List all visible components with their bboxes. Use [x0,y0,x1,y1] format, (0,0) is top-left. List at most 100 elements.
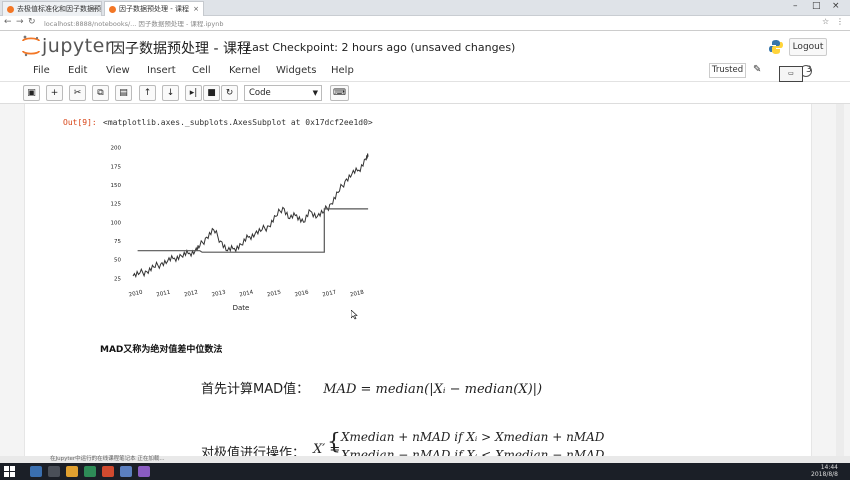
status-strip: 在Jupyter中运行的在线课程笔记本 正在加载... [0,456,850,463]
y-tick-label: 150 [111,183,122,189]
trusted-indicator[interactable]: Trusted [709,63,746,78]
jupyter-logo-text[interactable]: jupyter [42,35,114,57]
page-scrollbar[interactable] [836,104,844,456]
x-tick-label: 2011 [156,290,171,299]
chrome-icon[interactable] [102,466,114,477]
jupyter-favicon-icon [7,6,14,13]
x-tick-label: 2014 [239,290,254,299]
app-icon[interactable] [138,466,150,477]
y-tick-label: 125 [111,202,122,208]
checkpoint-status: Last Checkpoint: 2 hours ago (unsaved ch… [246,41,516,54]
maximize-icon[interactable]: □ [812,1,821,11]
y-tick-label: 75 [114,239,121,245]
jupyter-header: jupyter 因子数据预处理 - 课程 Last Checkpoint: 2 … [0,31,850,61]
x-axis: 2010 2011 2012 2013 2014 2015 2016 2017 2018 [128,290,365,299]
jupyter-logo-icon[interactable] [22,35,40,57]
median-series-line [137,208,369,253]
browser-tab-label: 因子数据预处理 - 课程 [119,5,189,13]
cell-type-select[interactable]: Code ▼ [244,85,322,101]
browser-tab-course[interactable]: 因子数据预处理 - 课程 × [104,1,204,16]
reload-icon[interactable]: ↻ [28,17,36,27]
screen-capture-overlay-icon: ▭ [779,66,803,82]
star-icon[interactable]: ☆ [822,17,830,26]
mad-formula-block: 首先计算MAD值： MAD = median(|Xᵢ − median(X)|) [201,378,542,397]
cell-type-value: Code [249,88,271,98]
menu-file[interactable]: File [33,65,50,76]
chevron-down-icon: ▼ [312,89,318,97]
close-window-icon[interactable]: × [832,1,840,11]
keyboard-icon[interactable]: ⌨ [330,85,349,101]
copy-icon[interactable]: ⧉ [92,85,109,101]
clip-formula-lhs: X′ = [313,442,341,456]
clip-formula-case-lower: Xmedian − nMAD if Xᵢ < Xmedian − nMAD [341,448,605,456]
python-logo-icon [769,40,783,54]
paste-icon[interactable]: ▤ [115,85,132,101]
browser-tab-courseware[interactable]: 去极值标准化和因子数据预处理_课件 × [2,1,102,16]
menu-kernel[interactable]: Kernel [229,65,261,76]
step1-label: 首先计算MAD值： [201,382,310,397]
task-view-icon[interactable] [48,466,60,477]
search-icon[interactable] [30,466,42,477]
notebook-area: Out[9]: <matplotlib.axes._subplots.AxesS… [24,104,812,456]
browser-tab-label: 去极值标准化和因子数据预处理_课件 [17,5,101,13]
menu-edit[interactable]: Edit [68,65,88,76]
app-icon[interactable] [84,466,96,477]
down-arrow-icon[interactable]: ↓ [162,85,179,101]
x-tick-label: 2017 [322,290,337,299]
save-icon[interactable]: ▣ [23,85,40,101]
menu-help[interactable]: Help [331,65,354,76]
brace-glyph: { [327,430,341,455]
menubar: File Edit View Insert Cell Kernel Widget… [0,61,850,82]
taskbar-clock[interactable]: 14:44 2018/8/8 [811,464,838,478]
url-field[interactable]: localhost:8888/notebooks/... 因子数据预处理 - 课… [44,20,224,28]
back-icon[interactable]: ← [4,17,12,27]
menu-insert[interactable]: Insert [147,65,176,76]
jupyter-favicon-icon [109,6,116,13]
menu-view[interactable]: View [106,65,130,76]
x-tick-label: 2013 [211,290,226,299]
close-icon[interactable]: × [91,5,97,13]
x-tick-label: 2018 [350,290,365,299]
stop-icon[interactable]: ■ [203,85,220,101]
output-text: <matplotlib.axes._subplots.AxesSubplot a… [103,118,373,127]
y-tick-label: 25 [114,276,121,282]
forward-icon[interactable]: → [16,17,24,27]
x-tick-label: 2012 [184,290,199,299]
x-axis-label: Date [233,304,250,312]
clock-time: 14:44 [820,464,838,471]
clip-formula-case-upper: Xmedian + nMAD if Xᵢ > Xmedian + nMAD [341,430,605,444]
app-icon[interactable] [120,466,132,477]
notebook-title[interactable]: 因子数据预处理 - 课程 [111,41,251,57]
x-tick-label: 2010 [128,290,143,299]
clock-date: 2018/8/8 [811,470,838,478]
y-tick-label: 100 [111,220,122,226]
restart-icon[interactable]: ↻ [221,85,238,101]
file-explorer-icon[interactable] [66,466,78,477]
windows-taskbar: 14:44 2018/8/8 [0,463,850,480]
menu-icon[interactable]: ⋮ [836,17,844,26]
output-prompt: Out[9]: [63,118,97,127]
windows-start-icon[interactable] [4,466,15,477]
up-arrow-icon[interactable]: ↑ [139,85,156,101]
price-series-line [132,153,369,279]
mad-formula: MAD = median(|Xᵢ − median(X)|) [323,382,543,397]
address-bar: ← → ↻ localhost:8888/notebooks/... 因子数据预… [0,16,850,31]
y-axis: 25 50 75 100 125 150 175 200 [111,146,122,283]
y-tick-label: 50 [114,258,121,264]
y-tick-label: 200 [111,146,122,152]
series-layer [132,153,369,279]
close-icon[interactable]: × [193,5,199,13]
mouse-cursor-icon [351,310,358,320]
step2-label: 对极值进行操作： [201,446,306,456]
menu-cell[interactable]: Cell [192,65,211,76]
browser-tab-strip: 去极值标准化和因子数据预处理_课件 × 因子数据预处理 - 课程 × – □ × [0,0,850,16]
edit-pencil-icon[interactable]: ✎ [753,64,762,75]
y-tick-label: 175 [111,164,122,170]
logout-button[interactable]: Logout [789,38,827,56]
x-tick-label: 2016 [294,290,309,299]
menu-widgets[interactable]: Widgets [276,65,317,76]
plus-icon[interactable]: + [46,85,63,101]
minimize-icon[interactable]: – [793,1,798,11]
run-icon[interactable]: ▸| [185,85,202,101]
cut-icon[interactable]: ✂ [69,85,86,101]
